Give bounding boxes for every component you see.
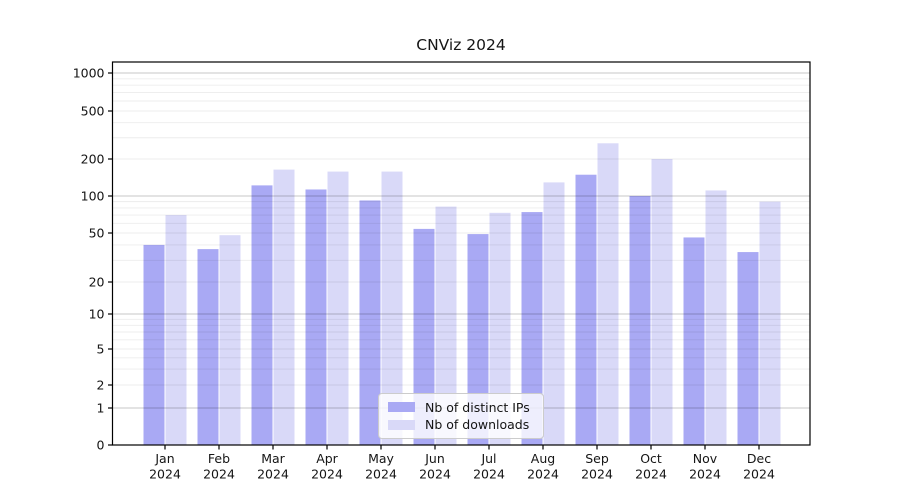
x-tick-label-mar: Mar 2024 [257, 451, 289, 482]
bar-jun-distinct-ips [413, 228, 435, 445]
legend-label-distinct-ips: Nb of distinct IPs [425, 399, 530, 415]
bar-oct-downloads [651, 159, 673, 445]
y-tick-label: 0 [97, 438, 105, 453]
bar-sep-downloads [597, 143, 619, 445]
bar-jul-distinct-ips [467, 234, 489, 445]
bar-apr-distinct-ips [305, 189, 327, 445]
x-tick-label-nov: Nov 2024 [689, 451, 721, 482]
bar-aug-distinct-ips [521, 212, 543, 445]
y-tick-label: 1000 [73, 66, 105, 81]
x-tick-label-jan: Jan 2024 [149, 451, 181, 482]
bar-feb-distinct-ips [197, 249, 219, 445]
bar-dec-distinct-ips [737, 252, 759, 445]
bar-jul-downloads [489, 212, 511, 445]
x-tick-label-oct: Oct 2024 [635, 451, 667, 482]
bar-mar-distinct-ips [251, 185, 273, 446]
bar-sep-distinct-ips [575, 174, 597, 445]
x-tick-label-feb: Feb 2024 [203, 451, 235, 482]
bar-may-distinct-ips [359, 200, 381, 445]
x-tick-label-apr: Apr 2024 [311, 451, 343, 482]
x-tick-label-dec: Dec 2024 [743, 451, 775, 482]
y-tick-label: 500 [81, 104, 105, 119]
bar-oct-distinct-ips [629, 196, 651, 445]
bar-nov-downloads [705, 190, 727, 445]
bar-jan-distinct-ips [143, 244, 165, 445]
y-tick-label: 5 [97, 342, 105, 357]
bar-dec-downloads [759, 201, 781, 445]
legend-item-downloads: Nb of downloads [388, 417, 534, 432]
bar-may-downloads [381, 171, 403, 445]
bar-mar-downloads [273, 169, 295, 445]
x-tick-label-may: May 2024 [365, 451, 397, 482]
legend-item-distinct-ips: Nb of distinct IPs [388, 400, 534, 415]
legend-swatch-distinct-ips [388, 402, 415, 413]
bar-apr-downloads [327, 171, 349, 445]
chart-title: CNViz 2024 [416, 36, 506, 54]
x-tick-label-aug: Aug 2024 [527, 451, 559, 482]
bar-nov-distinct-ips [683, 237, 705, 445]
y-tick-label: 10 [89, 307, 105, 322]
y-tick-label: 20 [89, 275, 105, 290]
legend: Nb of distinct IPs Nb of downloads [378, 393, 544, 439]
y-tick-label: 1 [97, 401, 105, 416]
x-tick-label-sep: Sep 2024 [581, 451, 613, 482]
legend-label-downloads: Nb of downloads [425, 417, 530, 433]
y-tick-label: 2 [97, 378, 105, 393]
y-tick-label: 50 [89, 226, 105, 241]
y-tick-label: 200 [81, 152, 105, 167]
legend-swatch-downloads [388, 419, 415, 430]
bar-jan-downloads [165, 215, 187, 445]
bar-feb-downloads [219, 235, 241, 445]
x-tick-label-jul: Jul 2024 [473, 451, 505, 482]
y-tick-label: 100 [81, 189, 105, 204]
bar-jun-downloads [435, 206, 457, 445]
x-tick-label-jun: Jun 2024 [419, 451, 451, 482]
bar-aug-downloads [543, 182, 565, 445]
axes-frame [111, 61, 811, 446]
